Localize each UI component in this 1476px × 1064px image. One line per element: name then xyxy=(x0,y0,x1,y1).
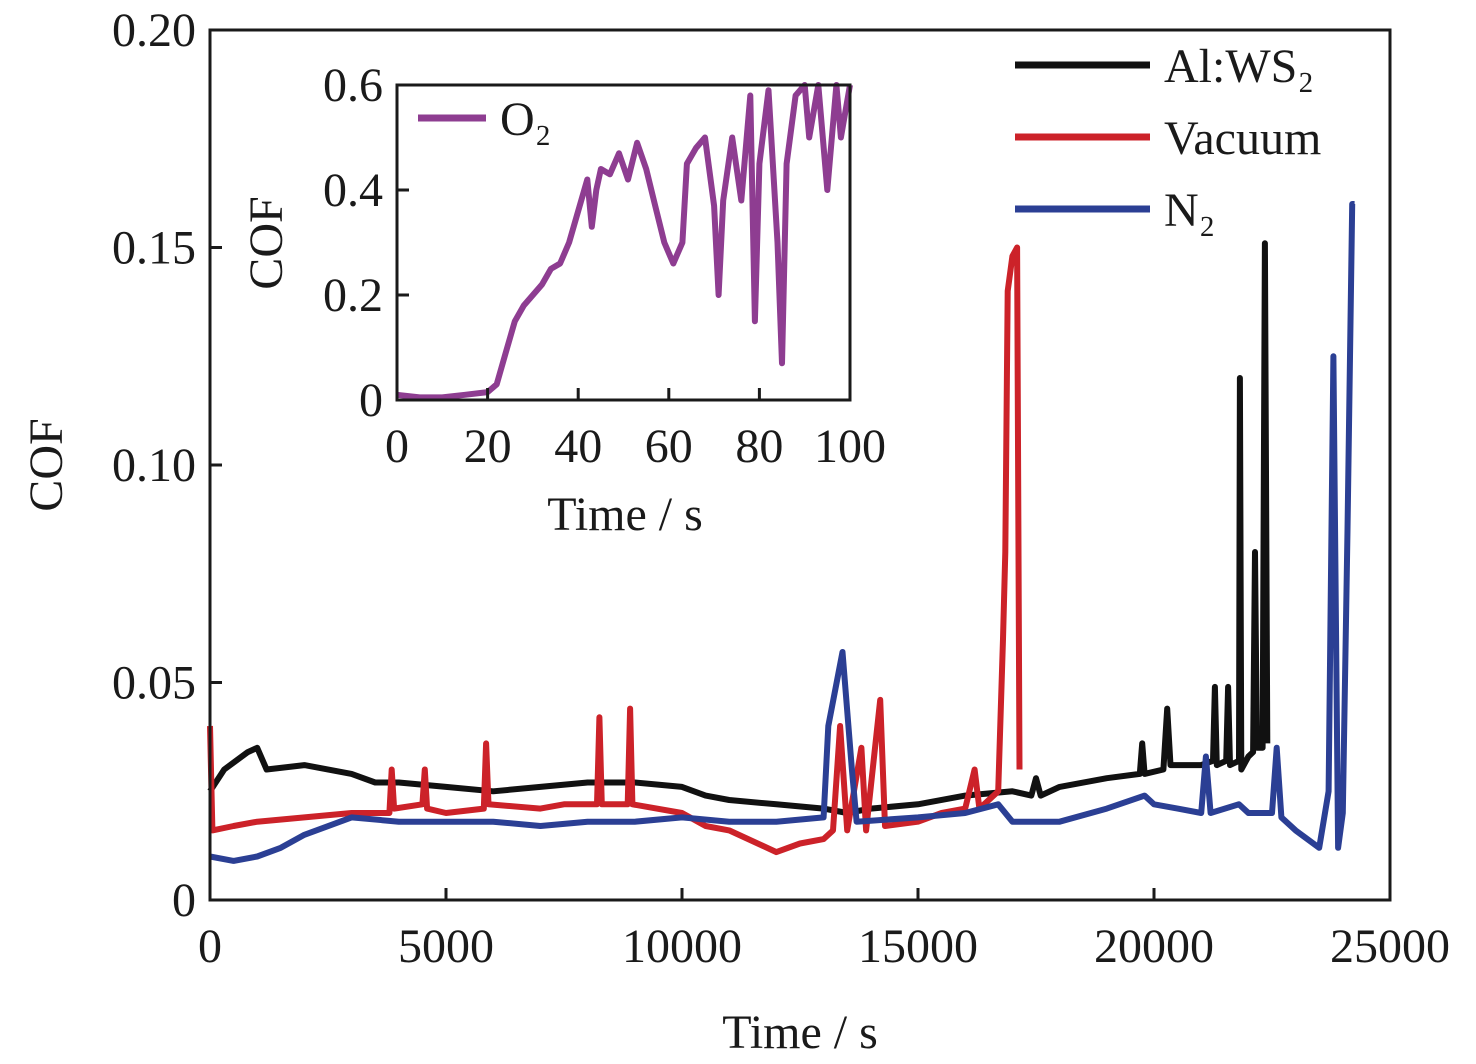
y-tick-label: 0.15 xyxy=(112,222,196,275)
y-tick-label: 0.4 xyxy=(323,164,383,217)
inset-ticks: 0 20 40 60 80 100 0 0.2 0.4 0.6 xyxy=(323,59,886,473)
y-tick-label: 0.20 xyxy=(112,4,196,57)
main-ticks: 0 5000 10000 15000 20000 2500000.050.100.150.… xyxy=(112,4,1450,973)
y-tick-label: 0.05 xyxy=(112,657,196,710)
inset-x-axis-label: Time / s xyxy=(547,488,703,541)
series-line-2 xyxy=(209,201,1356,864)
main-plot-series xyxy=(207,201,1356,864)
x-tick-label: 20 xyxy=(464,420,512,473)
x-tick-label: 15000 xyxy=(858,920,978,973)
x-tick-label: 100 xyxy=(814,420,886,473)
x-tick-label: 0 xyxy=(385,420,409,473)
x-tick-label: 60 xyxy=(645,420,693,473)
y-tick-label: 0.2 xyxy=(323,269,383,322)
x-tick-label: 80 xyxy=(735,420,783,473)
y-tick-label: 0.10 xyxy=(112,439,196,492)
inset-plot-series xyxy=(396,82,853,401)
y-tick-label: 0.6 xyxy=(323,59,383,112)
main-x-axis-label: Time / s xyxy=(722,1006,878,1059)
legend-label-0: Al:WS₂ xyxy=(1164,40,1314,93)
x-tick-label: 20000 xyxy=(1094,920,1214,973)
y-tick-label: 0 xyxy=(359,374,383,427)
series-line-0 xyxy=(396,82,853,401)
legend-label-1: Vacuum xyxy=(1164,112,1321,165)
x-tick-label: 40 xyxy=(554,420,602,473)
legend-label-0: O₂ xyxy=(500,93,551,146)
x-tick-label: 5000 xyxy=(398,920,494,973)
main-y-axis-label: COF xyxy=(20,418,73,511)
y-tick-label: 0 xyxy=(172,874,196,927)
inset-plot-frame xyxy=(395,83,852,402)
x-tick-label: 0 xyxy=(198,920,222,973)
x-tick-label: 25000 xyxy=(1330,920,1450,973)
x-tick-label: 10000 xyxy=(622,920,742,973)
inset-y-axis-label: COF xyxy=(240,196,293,289)
legend-label-2: N₂ xyxy=(1164,184,1215,237)
main-legend: Al:WS₂ Vacuum N₂ xyxy=(1015,40,1321,237)
inset-legend: O₂ xyxy=(418,93,551,146)
